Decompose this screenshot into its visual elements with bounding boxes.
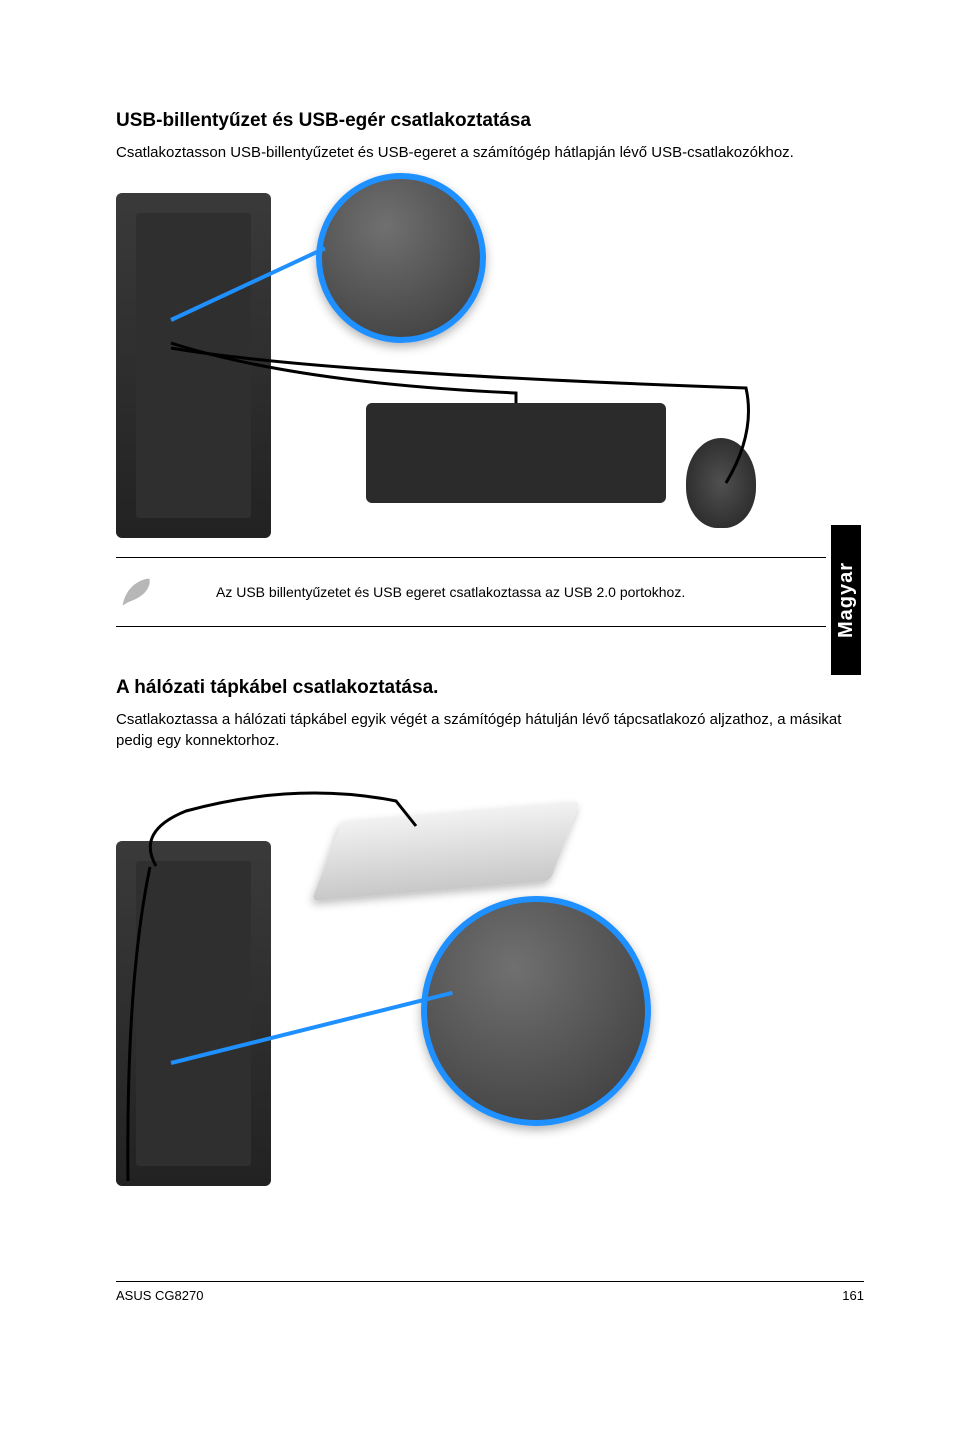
section1-heading: USB-billentyűzet és USB-egér csatlakozta…: [116, 110, 864, 132]
note-callout: Az USB billentyűzetet és USB egeret csat…: [116, 557, 826, 627]
section2-figure: [116, 781, 756, 1201]
section1-body: Csatlakoztasson USB-billentyűzetet és US…: [116, 142, 864, 163]
note-icon: [116, 572, 156, 612]
footer-left: ASUS CG8270: [116, 1288, 203, 1303]
note-text: Az USB billentyűzetet és USB egeret csat…: [186, 584, 685, 600]
power-port-inset: [421, 896, 651, 1126]
pc-rear-panel-2: [116, 841, 271, 1186]
language-tab: Magyar: [831, 525, 861, 675]
section1-figure: [116, 183, 756, 543]
keyboard: [366, 403, 666, 503]
language-tab-label: Magyar: [835, 562, 858, 638]
usb-port-inset: [316, 173, 486, 343]
pc-rear-panel: [116, 193, 271, 538]
page-footer: ASUS CG8270 161: [116, 1281, 864, 1303]
power-strip: [312, 801, 581, 901]
section2-heading: A hálózati tápkábel csatlakoztatása.: [116, 677, 864, 699]
section2-body: Csatlakoztassa a hálózati tápkábel egyik…: [116, 709, 864, 751]
mouse: [686, 438, 756, 528]
footer-right: 161: [842, 1288, 864, 1303]
